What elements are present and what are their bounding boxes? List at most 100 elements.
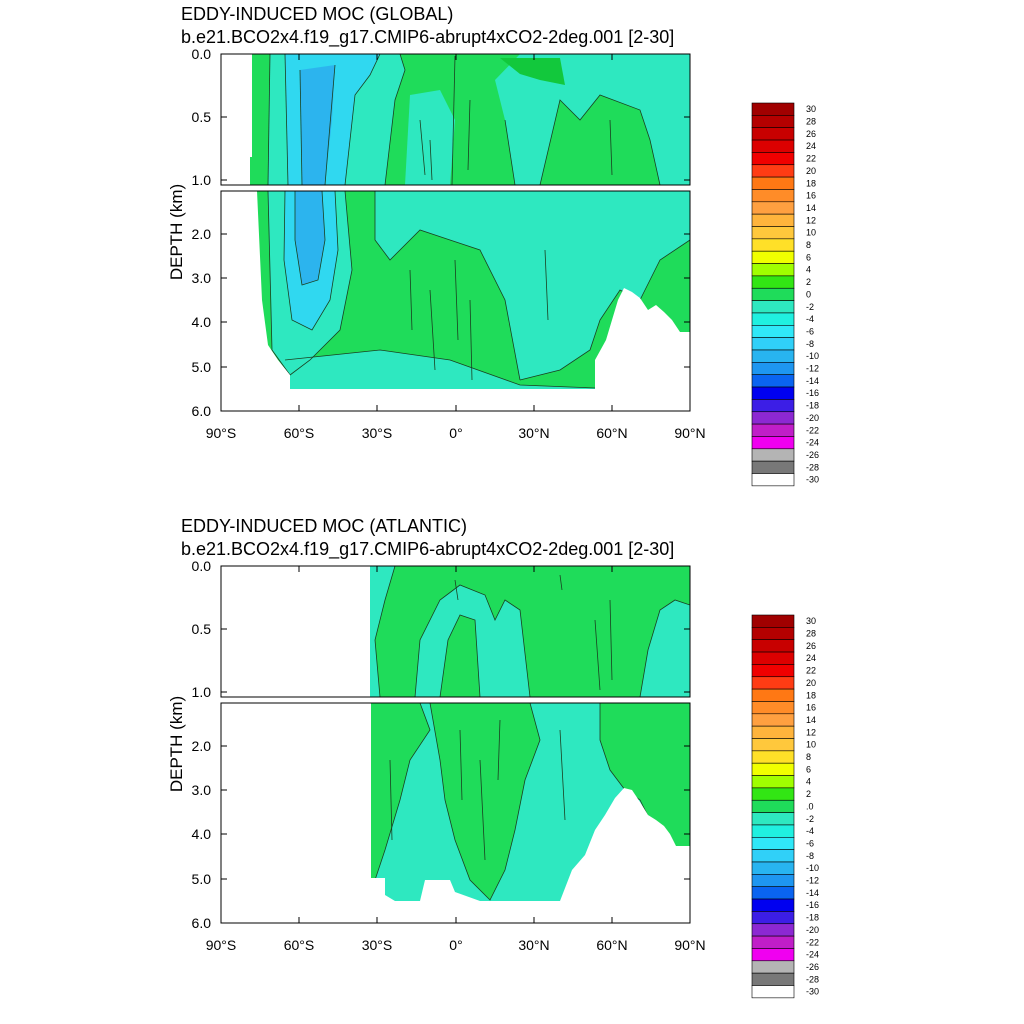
colorbar-label: 10 [806, 228, 816, 238]
colorbar-swatch [751, 127, 795, 141]
colorbar-swatch [751, 960, 795, 974]
x-tick-label: 30°S [362, 937, 393, 953]
global-ticks [220, 53, 691, 412]
colorbar-swatch [751, 374, 795, 388]
colorbar-label: 16 [806, 703, 816, 713]
global-y-ticklabels: 0.0 0.5 1.0 2.0 3.0 4.0 5.0 6.0 [192, 46, 212, 419]
atlantic-lower-green-east [600, 703, 690, 860]
colorbar-label: 4 [806, 777, 811, 787]
colorbar-label: 2 [806, 789, 811, 799]
colorbar-label: -24 [806, 438, 819, 448]
colorbar-swatch [751, 972, 795, 986]
y-tick-label: 5.0 [192, 871, 212, 887]
global-title: EDDY-INDUCED MOC (GLOBAL) [181, 4, 453, 24]
x-tick-label: 60°N [596, 937, 627, 953]
colorbar-label: -4 [806, 826, 814, 836]
global-upper-blue-core [300, 65, 335, 185]
colorbar-label: 26 [806, 641, 816, 651]
colorbar-swatch [751, 448, 795, 462]
atlantic-y-ticklabels: 0.0 0.5 1.0 2.0 3.0 4.0 5.0 6.0 [192, 558, 212, 931]
colorbar-label: 8 [806, 240, 811, 250]
colorbar-swatch [751, 275, 795, 289]
colorbar-label: -16 [806, 388, 819, 398]
global-upper-field [250, 54, 690, 185]
colorbar-swatch [751, 812, 795, 826]
global-upper-cyan-mid [405, 90, 455, 185]
colorbar-label: 2 [806, 277, 811, 287]
colorbar-label: 30 [806, 104, 816, 114]
colorbar-swatch [751, 639, 795, 653]
colorbar-label: -22 [806, 425, 819, 435]
colorbar-swatch [751, 164, 795, 178]
colorbar-label: 24 [806, 653, 816, 663]
colorbar-label: -10 [806, 351, 819, 361]
colorbar-swatch [751, 201, 795, 215]
colorbar-label: 22 [806, 666, 816, 676]
y-tick-label: 2.0 [192, 226, 212, 242]
colorbar-label: -30 [806, 475, 819, 485]
atlantic-upper-cyan-east [640, 600, 690, 697]
colorbar-swatch [751, 762, 795, 776]
colorbar-label: -26 [806, 962, 819, 972]
colorbar-swatch [751, 460, 795, 474]
colorbar-swatch [751, 362, 795, 376]
y-tick-label: 4.0 [192, 826, 212, 842]
colorbar-swatch [751, 824, 795, 838]
atlantic-y-axis-label: DEPTH (km) [167, 696, 186, 792]
colorbar-swatch [751, 701, 795, 715]
colorbar-swatch [751, 948, 795, 962]
x-tick-label: 30°N [518, 937, 549, 953]
colorbar-swatch [751, 115, 795, 128]
colorbar-swatch [751, 411, 795, 425]
colorbar-label: -28 [806, 974, 819, 984]
colorbar-label: 16 [806, 191, 816, 201]
colorbar-label: 18 [806, 690, 816, 700]
x-tick-label: 60°S [284, 937, 315, 953]
colorbar-label: -30 [806, 987, 819, 997]
colorbar-swatch [751, 985, 795, 999]
atlantic-lower-land [221, 703, 690, 923]
colorbar-label: 28 [806, 629, 816, 639]
atlantic-upper-land [221, 566, 370, 697]
global-x-ticklabels: 90°S 60°S 30°S 0° 30°N 60°N 90°N [206, 425, 706, 441]
colorbar-label: 20 [806, 166, 816, 176]
colorbar-swatch [751, 238, 795, 252]
atlantic-lower-green-west [370, 703, 430, 880]
colorbar-swatch [751, 263, 795, 277]
colorbar-label: 0 [806, 289, 811, 299]
colorbar-label: -16 [806, 900, 819, 910]
colorbar-swatch [751, 102, 795, 116]
colorbar-label: 4 [806, 265, 811, 275]
colorbar-label: -6 [806, 326, 814, 336]
colorbar-label: -24 [806, 950, 819, 960]
colorbar-swatch [751, 436, 795, 450]
colorbar-swatch [751, 911, 795, 925]
colorbar-label: -2 [806, 814, 814, 824]
colorbar-label: 26 [806, 129, 816, 139]
atlantic-upper-contours [374, 566, 690, 697]
x-tick-label: 0° [449, 425, 462, 441]
colorbar-swatch [751, 250, 795, 264]
colorbar-swatch [751, 799, 795, 813]
colorbar-swatch [751, 874, 795, 887]
colorbar-swatch [751, 886, 795, 900]
x-tick-label: 30°S [362, 425, 393, 441]
global-upper-green-dark [500, 58, 565, 85]
global-lower-blue-core [295, 191, 325, 285]
x-tick-label: 60°S [284, 425, 315, 441]
atlantic-x-ticklabels: 90°S 60°S 30°S 0° 30°N 60°N 90°N [206, 937, 706, 953]
colorbar-swatch [751, 349, 795, 363]
colorbar-label: -18 [806, 913, 819, 923]
colorbar-swatch [751, 300, 795, 314]
colorbar-label: 30 [806, 616, 816, 626]
atlantic-ticks [220, 565, 691, 924]
colorbar-label: 28 [806, 117, 816, 127]
colorbar-label: -10 [806, 863, 819, 873]
colorbar-swatch [751, 738, 795, 752]
colorbar-label: -18 [806, 401, 819, 411]
colorbar-label: 18 [806, 178, 816, 188]
colorbar-swatch [751, 139, 795, 153]
global-panel: EDDY-INDUCED MOC (GLOBAL) b.e21.BCO2x4.f… [167, 4, 819, 487]
colorbar-swatch [751, 176, 795, 190]
colorbar-swatch [751, 725, 795, 739]
